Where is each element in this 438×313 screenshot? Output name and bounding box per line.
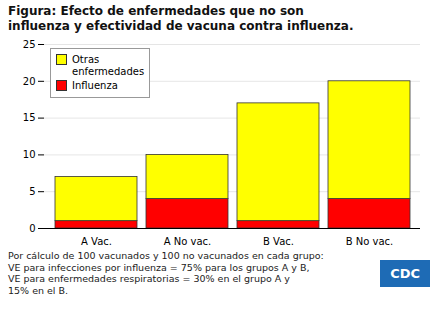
svg-text:5: 5 xyxy=(29,186,35,197)
html-text:15% en el B.: 15% en el B. xyxy=(8,284,69,296)
svg-text:25: 25 xyxy=(23,39,36,50)
html-text:CDC: CDC xyxy=(390,265,420,281)
svg-text:10: 10 xyxy=(23,149,36,160)
svg-text:0: 0 xyxy=(29,223,35,234)
svg-text:20: 20 xyxy=(23,76,36,87)
svg-text:A Vac.: A Vac. xyxy=(81,236,112,247)
html-text:Por cálculo de 100 vacunados y: Por cálculo de 100 vacunados y 100 no va… xyxy=(8,250,324,261)
html-text:Otras enfermedades: Otras enfermedades xyxy=(72,54,145,77)
html-text:VE para enfermedades respirato: VE para enfermedades respiratorias = 30%… xyxy=(8,273,290,284)
svg-text:B Vac.: B Vac. xyxy=(263,236,294,247)
html-text:VE para infecciones por influe: VE para infecciones por influenza = 75% … xyxy=(8,261,310,273)
html-text:Influenza: Influenza xyxy=(72,80,118,91)
svg-text:B No vac.: B No vac. xyxy=(346,236,394,247)
svg-text:A No vac.: A No vac. xyxy=(164,236,212,247)
svg-text:15: 15 xyxy=(23,112,36,123)
html-text:Figura: Efecto de enfermedades: Figura: Efecto de enfermedades que no so… xyxy=(8,4,354,33)
